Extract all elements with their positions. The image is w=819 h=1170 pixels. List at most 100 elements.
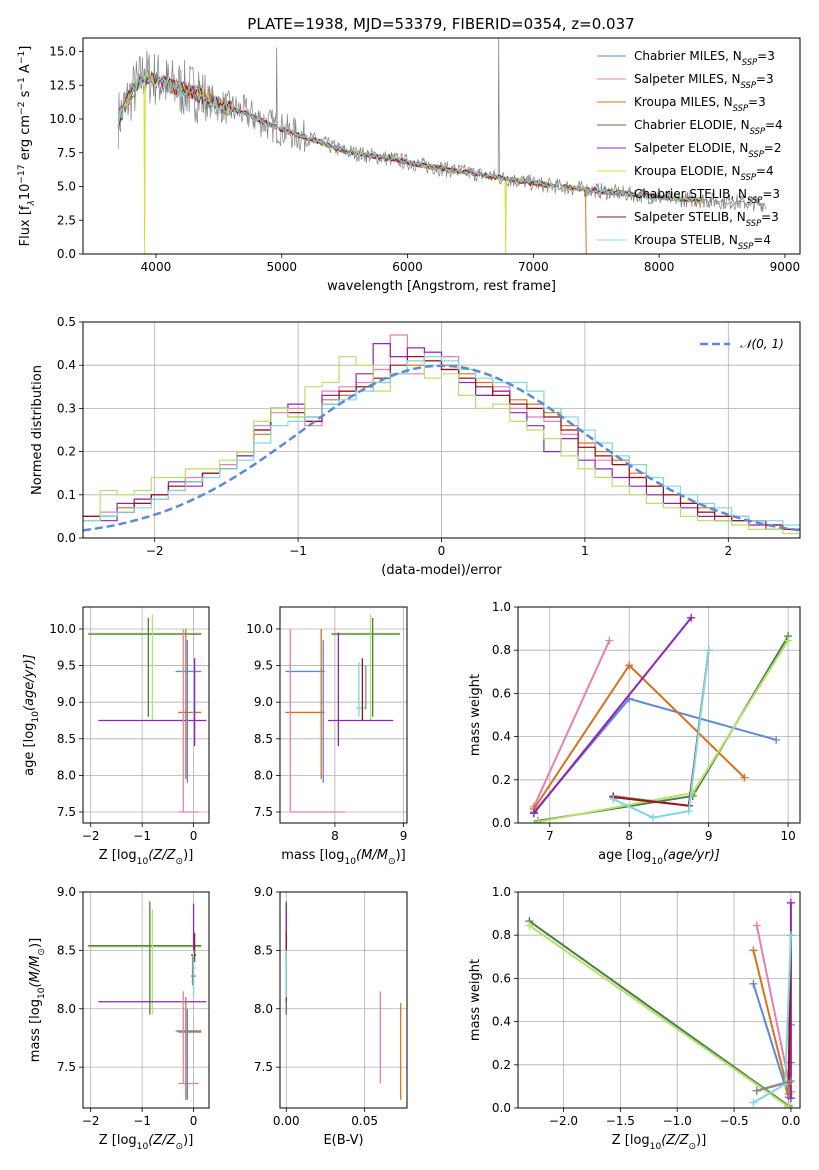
- x-tick-label: −0.5: [719, 1114, 748, 1128]
- weight_vs_age-x-axis-label: age [log10(age/yr)]: [598, 848, 720, 867]
- mass_vs_ebv-axes: 0.00 0.05 7.5 8.0 8.5 9.0: [254, 885, 408, 1128]
- weight-line: [537, 639, 789, 823]
- weight-marker: [525, 921, 534, 930]
- x-tick-label: −2.0: [549, 1114, 578, 1128]
- axes-frame: [82, 37, 801, 255]
- y-tick-label: 0.8: [492, 643, 511, 657]
- model-drop: [585, 189, 587, 254]
- residuals-x-axis-label: (data-model)/error: [381, 563, 502, 578]
- spectrum-y-axis-label: Flux [fλ10−17 erg cm−2 s−1 A−1]: [17, 46, 37, 247]
- model-spectrum: [117, 72, 704, 204]
- age_vs_mass-x-axis-label: mass [log10(M/M⊙)]: [281, 848, 405, 867]
- model-spectrum: [117, 68, 704, 204]
- age_vs_mass-axes: 8 9 7.5 8.0 8.5 9.0 9.5 10.0: [246, 606, 408, 843]
- model-drop: [504, 179, 507, 254]
- y-tick-label: 0.4: [492, 730, 511, 744]
- weight-marker: [605, 636, 614, 645]
- weight-marker: [529, 809, 538, 818]
- histogram-step: [83, 356, 800, 526]
- age_vs_z-x-axis-label: Z [log10(Z/Z⊙)]: [99, 848, 194, 867]
- weight-marker: [772, 735, 781, 744]
- y-tick-label: 2.5: [57, 213, 76, 227]
- weight-line: [756, 1080, 792, 1092]
- x-tick-label: 6000: [392, 260, 423, 274]
- model-spectrum: [117, 69, 704, 203]
- x-tick-label: 10: [780, 829, 795, 843]
- age_vs_mass-plot-area: [285, 614, 401, 813]
- weight-marker: [749, 946, 758, 955]
- axes-frame: [279, 891, 408, 1109]
- legend-entry: Kroupa ELODIE, NSSP=4: [634, 164, 774, 182]
- y-tick-label: 0.1: [57, 488, 76, 502]
- axes-frame: [279, 606, 408, 824]
- weight-line: [612, 650, 710, 819]
- x-tick-label: −2: [82, 1114, 100, 1128]
- plot-layer: 4000 5000 6000 7000 8000 90000.02.55.07.510.0…: [17, 37, 801, 1152]
- x-tick-label: −1.0: [663, 1114, 692, 1128]
- y-tick-label: 7.5: [254, 1060, 273, 1074]
- y-tick-label: 8.5: [57, 732, 76, 746]
- y-tick-label: 10.0: [49, 112, 76, 126]
- weight-marker: [786, 898, 795, 907]
- x-tick-label: 5000: [266, 260, 297, 274]
- observed-spectrum: [117, 50, 767, 212]
- y-tick-label: 8.0: [254, 1002, 273, 1016]
- weight-line: [752, 935, 792, 1104]
- y-tick-label: 15.0: [49, 45, 76, 59]
- histogram-step: [83, 356, 800, 535]
- age_vs_z-y-axis-label: age [log10(age/yr)]: [22, 654, 41, 776]
- weight-marker: [786, 931, 795, 940]
- weight-line: [528, 924, 790, 1108]
- y-tick-label: 7.5: [254, 805, 273, 819]
- y-tick-label: 7.5: [57, 805, 76, 819]
- weight-marker: [749, 1098, 758, 1107]
- weight-marker: [740, 773, 749, 782]
- mass_vs_z-x-axis-label: Z [log10(Z/Z⊙)]: [99, 1133, 194, 1152]
- axes-frame: [82, 891, 210, 1109]
- weight-line: [533, 617, 692, 814]
- x-tick-label: 4000: [141, 260, 172, 274]
- gaussian-curve: [83, 364, 800, 532]
- spectrum-legend: Chabrier MILES, NSSP=3 Salpeter MILES, NS…: [597, 49, 783, 251]
- y-tick-label: 8.5: [254, 732, 273, 746]
- x-tick-label: 0.05: [351, 1114, 378, 1128]
- residuals-y-axis-label: Normed distribution: [30, 365, 45, 495]
- model-spectrum: [117, 69, 704, 204]
- y-tick-label: 8.5: [254, 943, 273, 957]
- x-tick-label: 1: [581, 544, 589, 558]
- y-tick-label: 10.0: [246, 622, 273, 636]
- y-tick-label: 9.0: [254, 695, 273, 709]
- weight-marker: [786, 1077, 795, 1085]
- x-tick-label: −1: [289, 544, 307, 558]
- axes-frame: [82, 606, 210, 824]
- x-tick-label: 0.00: [273, 1114, 300, 1128]
- emission-line: [275, 47, 278, 128]
- axes-frame: [517, 891, 801, 1109]
- x-tick-label: 0.0: [781, 1114, 800, 1128]
- x-tick-label: 9: [400, 829, 408, 843]
- x-tick-label: 7000: [518, 260, 549, 274]
- x-tick-label: 8: [625, 829, 633, 843]
- y-tick-label: 9.0: [254, 885, 273, 899]
- model-spectrum: [117, 72, 704, 203]
- y-tick-label: 9.0: [57, 885, 76, 899]
- mass_vs_ebv-x-axis-label: E(B-V): [323, 1133, 363, 1148]
- legend-entry: Salpeter STELIB, NSSP=3: [634, 210, 779, 228]
- x-tick-label: 2: [724, 544, 732, 558]
- mass_vs_z-axes: −2 −1 0 7.5 8.0 8.5 9.0: [57, 885, 210, 1128]
- y-tick-label: 0.3: [57, 401, 76, 415]
- weight-marker: [752, 1086, 761, 1095]
- weight_vs_z-plot-area: [525, 898, 795, 1108]
- y-tick-label: 8.0: [57, 1002, 76, 1016]
- weight_vs_age-plot-area: [529, 613, 793, 823]
- weight-marker: [784, 636, 793, 645]
- y-tick-label: 7.5: [57, 1060, 76, 1074]
- weight-marker: [625, 661, 634, 670]
- x-tick-label: −2: [146, 544, 164, 558]
- weight-marker: [649, 813, 658, 822]
- weight_vs_age-y-axis-label: mass weight: [468, 674, 483, 756]
- spectrum-axes: 4000 5000 6000 7000 8000 9000 0.0 2.5 5.0 7.5 10.0…: [49, 37, 801, 274]
- weight-line: [528, 920, 790, 1107]
- weight-marker: [533, 817, 542, 823]
